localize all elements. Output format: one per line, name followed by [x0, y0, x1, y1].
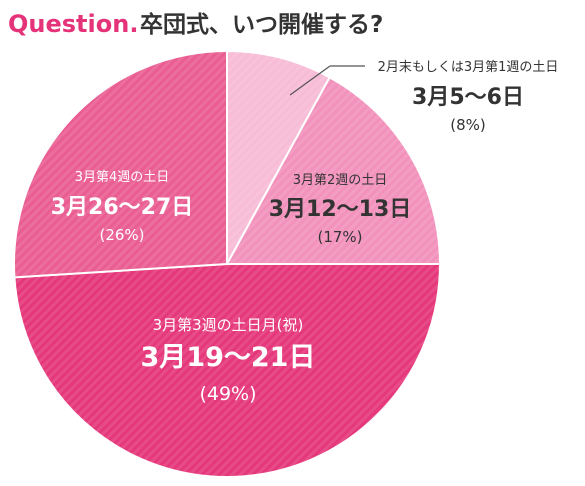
slice-percent-label: (26%) [99, 226, 144, 244]
pie-slice-texture [14, 264, 440, 478]
slice-date-label: 3月12〜13日 [269, 197, 412, 222]
slice-percent-label: (49%) [199, 383, 256, 405]
slice-percent-label: (17%) [317, 228, 362, 246]
slice-date-label: 3月19〜21日 [141, 342, 316, 373]
pie-slice-texture [13, 51, 227, 278]
leader-line [289, 65, 331, 96]
pie-slice-texture [227, 51, 330, 264]
question-label: Question. [8, 10, 138, 38]
slice-percent-label: (8%) [450, 116, 486, 134]
slice-category-label: 3月第3週の土日月(祝) [153, 316, 304, 334]
slice-date-label: 3月5〜6日 [412, 85, 524, 110]
slice-category-label: 3月第4週の土日 [75, 170, 170, 185]
slice-date-label: 3月26〜27日 [51, 195, 194, 220]
question-text: 卒団式、いつ開催する? [140, 11, 383, 38]
pie-slice-texture [227, 77, 440, 264]
slice-category-label: 2月末もしくは3月第1週の土日 [378, 60, 559, 75]
slice-category-label: 3月第2週の土日 [293, 173, 388, 188]
